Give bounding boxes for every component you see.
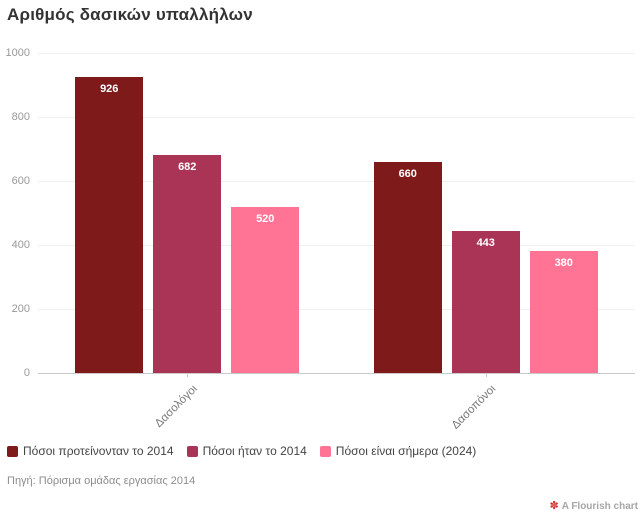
bar[interactable]: 443 — [451, 231, 520, 373]
y-axis-tick-label: 0 — [23, 367, 30, 379]
x-axis-category-label: Δασολόγοι — [152, 383, 200, 430]
y-axis-tick-label: 600 — [11, 175, 30, 187]
bar[interactable]: 660 — [373, 161, 442, 373]
flourish-credit[interactable]: A Flourish chart — [549, 501, 638, 512]
x-axis-tick — [485, 373, 487, 377]
bar-value-label: 660 — [398, 167, 417, 180]
gridline — [38, 116, 635, 118]
legend-label: Πόσοι είναι σήμερα (2024) — [335, 444, 477, 458]
bar-value-label: 380 — [554, 257, 573, 270]
bar[interactable]: 926 — [75, 76, 144, 373]
legend-item[interactable]: Πόσοι ήταν το 2014 — [186, 444, 307, 458]
bar[interactable]: 682 — [153, 154, 222, 373]
legend-swatch-icon — [7, 445, 18, 457]
bar-value-label: 520 — [256, 212, 275, 225]
source-note: Πηγή: Πόρισμα ομάδας εργασίας 2014 — [7, 475, 196, 487]
gridline — [38, 180, 635, 182]
flourish-logo-icon — [549, 501, 558, 512]
legend-swatch-icon — [319, 445, 331, 457]
x-axis-tick — [187, 373, 189, 377]
bar-value-label: 682 — [178, 160, 197, 173]
bar[interactable]: 520 — [231, 206, 300, 373]
flourish-credit-label: A Flourish chart — [561, 501, 638, 512]
y-axis-tick-label: 200 — [11, 303, 30, 315]
y-axis-tick-label: 1000 — [5, 47, 30, 59]
legend-swatch-icon — [186, 445, 198, 457]
x-axis-line — [38, 372, 635, 374]
bar-value-label: 926 — [100, 82, 119, 95]
y-axis-tick-label: 800 — [11, 111, 30, 123]
legend-label: Πόσοι προτείνονταν το 2014 — [23, 444, 174, 458]
gridline — [38, 52, 635, 54]
x-axis-category-label: Δασοπόνοι — [449, 383, 499, 432]
bar-value-label: 443 — [476, 237, 495, 250]
legend-label: Πόσοι ήταν το 2014 — [202, 444, 307, 458]
y-axis-tick-label: 400 — [11, 239, 30, 251]
gridline — [38, 308, 635, 310]
legend: Πόσοι προτείνονταν το 2014 Πόσοι ήταν το … — [7, 444, 476, 458]
gridline — [38, 244, 635, 246]
legend-item[interactable]: Πόσοι είναι σήμερα (2024) — [319, 444, 477, 458]
legend-item[interactable]: Πόσοι προτείνονταν το 2014 — [7, 444, 174, 458]
chart-title: Αριθμός δασικών υπαλλήλων — [7, 5, 253, 24]
plot-area: 0 200 400 600 800 1000 926 682 520 Δασολόγοι 660 44… — [6, 47, 635, 432]
bar[interactable]: 380 — [529, 251, 598, 373]
